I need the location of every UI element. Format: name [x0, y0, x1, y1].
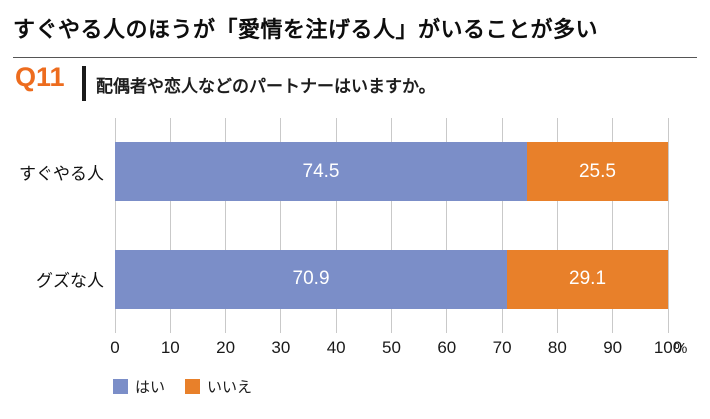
gridline: [391, 118, 392, 333]
gridline: [501, 118, 503, 333]
x-tick-label: 60: [437, 338, 457, 357]
category-axis: すぐやる人グズな人: [0, 118, 110, 333]
x-tick-label: 40: [326, 338, 346, 357]
bar-segment-1: 29.1: [507, 249, 668, 309]
question-divider-bar: [82, 66, 86, 101]
legend-item: いいえ: [185, 376, 252, 397]
legend-label: はい: [135, 379, 166, 396]
page-title: すぐやる人のほうが「愛情を注げる人」がいることが多い: [13, 17, 599, 42]
x-axis-unit-label: %: [674, 340, 688, 357]
x-tick-label: 10: [160, 338, 180, 357]
gridline: [225, 118, 227, 333]
x-tick-label: 50: [382, 338, 401, 357]
x-axis-ticks: 0 10 20 30 40 50 60 70 80 90 100: [110, 338, 682, 360]
gridline: [556, 118, 558, 333]
x-tick-label: 30: [271, 338, 291, 357]
gridline: [169, 118, 171, 333]
bar-value-label: 74.5: [302, 160, 340, 182]
bar-value-label: 29.1: [569, 268, 607, 290]
bar-value-label: 70.9: [292, 268, 330, 290]
gridline: [114, 118, 116, 333]
x-tick-label: 100: [653, 338, 683, 357]
x-tick-label: 80: [547, 338, 567, 357]
legend-swatch-icon: [113, 379, 128, 394]
bar-segment-1: 25.5: [526, 142, 668, 202]
chart-plot-area: 74.5 25.5 70.9 29.1: [114, 118, 669, 333]
gridline: [280, 118, 282, 333]
bar-segment-0: 74.5: [115, 142, 527, 202]
gridline: [335, 118, 337, 333]
legend-item: はい: [113, 376, 165, 397]
x-tick-label: 0: [110, 338, 120, 357]
x-tick-label: 70: [492, 338, 512, 357]
title-divider-line: [13, 57, 697, 58]
legend-swatch-icon: [185, 379, 201, 394]
chart-legend: はい いいえ: [113, 376, 252, 397]
category-label: グズな人: [36, 271, 104, 291]
gridline: [446, 118, 448, 333]
x-tick-label: 20: [216, 338, 236, 357]
bar-segment-0: 70.9: [115, 249, 508, 309]
question-text: 配偶者や恋人などのパートナーはいますか。: [96, 77, 436, 96]
bar-row: 70.9 29.1: [115, 249, 668, 309]
bar-row: 74.5 25.5: [115, 142, 668, 202]
gridline: [612, 118, 614, 333]
bar-value-label: 25.5: [578, 160, 616, 182]
gridline: [667, 118, 669, 333]
question-number: Q11: [15, 62, 65, 92]
legend-label: いいえ: [207, 379, 253, 396]
x-tick-label: 90: [603, 338, 623, 357]
category-label: すぐやる人: [19, 164, 104, 184]
